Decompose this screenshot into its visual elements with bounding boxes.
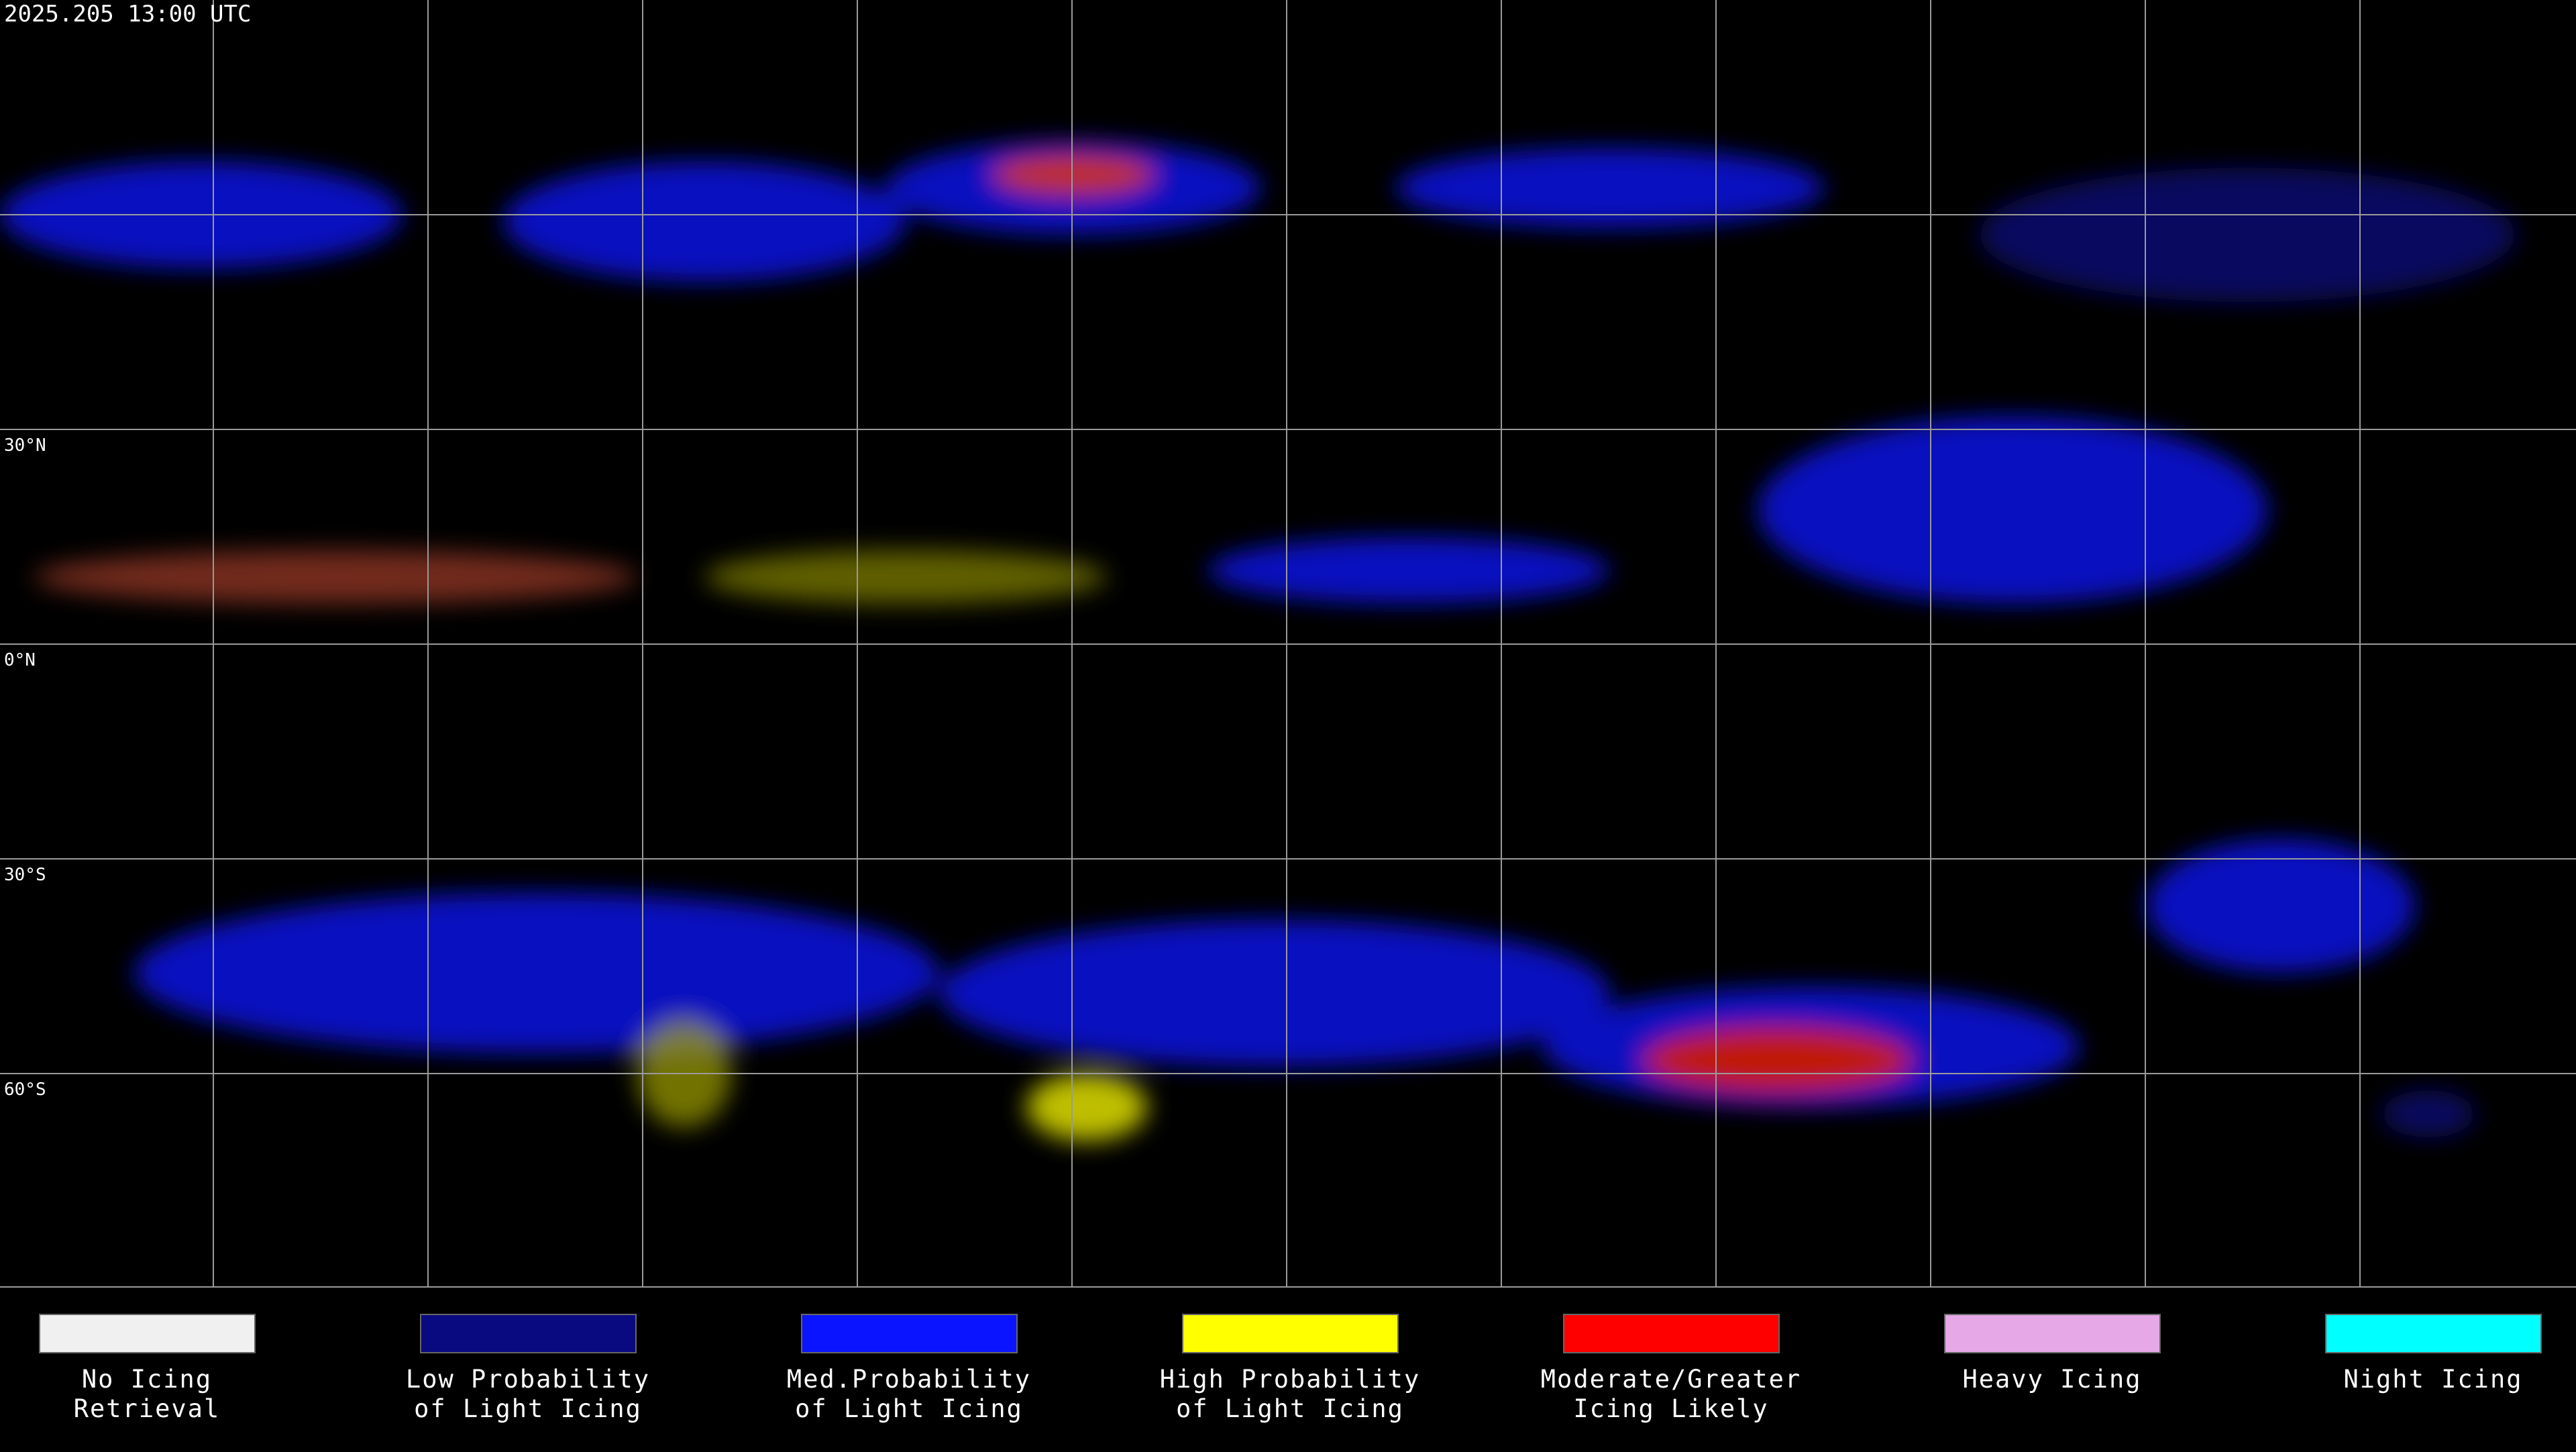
timestamp: 2025.205 13:00 UTC (4, 1, 251, 28)
patch (1644, 1027, 1912, 1094)
legend-label: Med.Probability (787, 1365, 1031, 1394)
legend-label: Icing Likely (1573, 1394, 1768, 1423)
patch (993, 154, 1154, 195)
legend-label: No Icing (82, 1365, 212, 1394)
legend-label: Low Probability (406, 1365, 650, 1394)
icing-patches (0, 141, 2516, 1141)
graticule (0, 0, 2576, 1288)
legend-label: High Probability (1160, 1365, 1420, 1394)
latitude-label: 60°S (4, 1080, 46, 1100)
patch (34, 550, 637, 604)
patch (503, 161, 906, 282)
legend-label: Heavy Icing (1962, 1365, 2141, 1394)
legend-label: of Light Icing (795, 1394, 1023, 1423)
legend-swatch (2325, 1314, 2542, 1353)
legend-label: Moderate/Greater (1541, 1365, 1801, 1394)
legend-swatch (801, 1314, 1018, 1353)
patch (704, 550, 1107, 604)
latitude-label: 30°S (4, 865, 46, 885)
patch (2147, 839, 2415, 973)
patch (1395, 148, 1825, 228)
legend-label: Night Icing (2343, 1365, 2522, 1394)
latitude-label: 0°N (4, 650, 36, 670)
latitude-labels: 30°N 0°N 30°S 60°S (4, 435, 46, 1100)
legend-swatch (39, 1314, 256, 1353)
patch (1979, 168, 2516, 302)
patch (1208, 537, 1610, 604)
patch (1026, 1074, 1147, 1141)
legend-swatch (1944, 1314, 2161, 1353)
patch (1758, 416, 2267, 604)
legend-label: of Light Icing (1176, 1394, 1404, 1423)
patch (2381, 1090, 2475, 1137)
patch (939, 919, 1610, 1067)
legend-swatch (1563, 1314, 1780, 1353)
patch (134, 892, 939, 1053)
legend-swatch (420, 1314, 637, 1353)
legend-label: of Light Icing (414, 1394, 642, 1423)
latitude-label: 30°N (4, 435, 46, 456)
legend-label: Retrieval (74, 1394, 220, 1423)
legend-swatch (1182, 1314, 1399, 1353)
